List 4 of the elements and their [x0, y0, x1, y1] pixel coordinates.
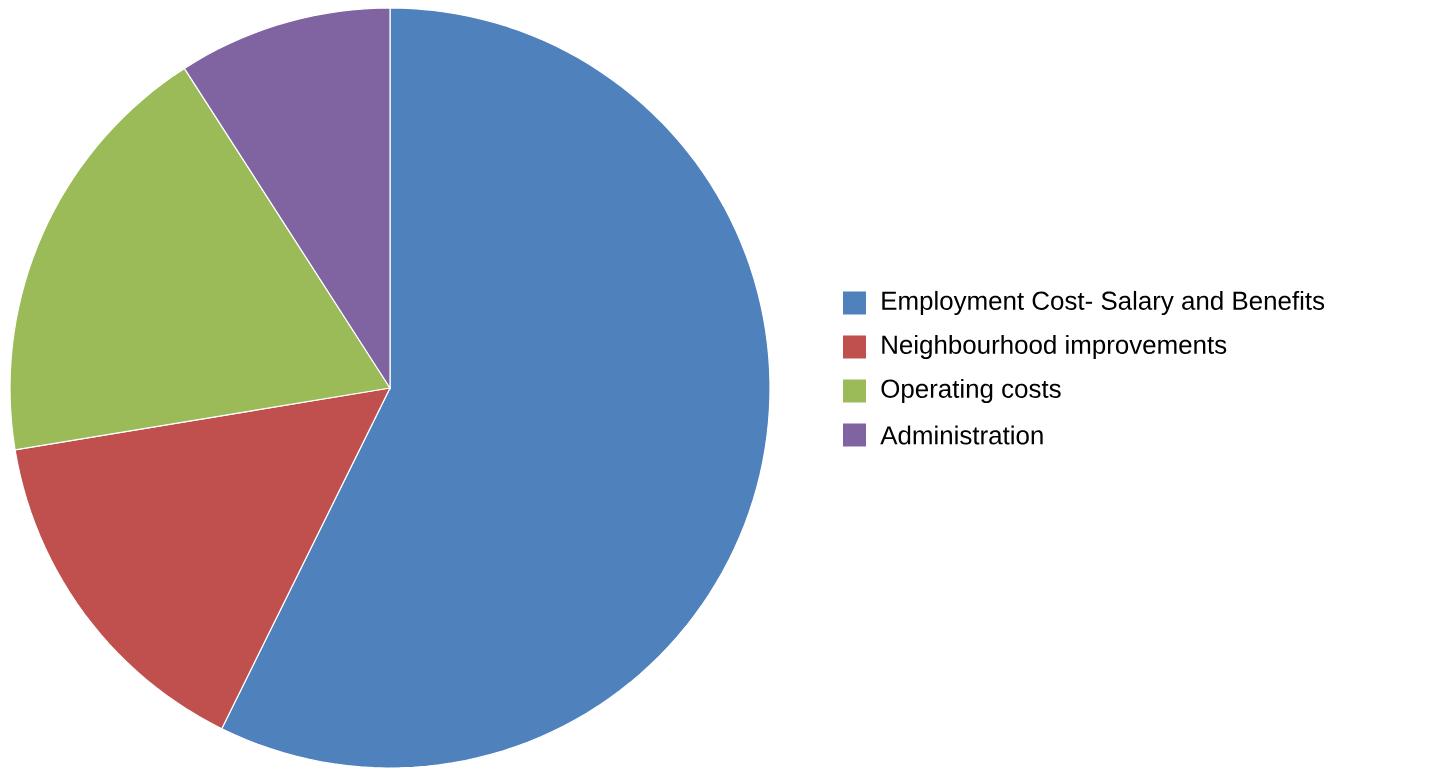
legend-label: Administration [880, 425, 1043, 445]
legend-label: Neighbourhood improvements [882, 334, 1227, 360]
legend-label: Operating costs [881, 378, 1061, 404]
legend-label: Employment Cost- Salary and Benefits [882, 290, 1325, 316]
